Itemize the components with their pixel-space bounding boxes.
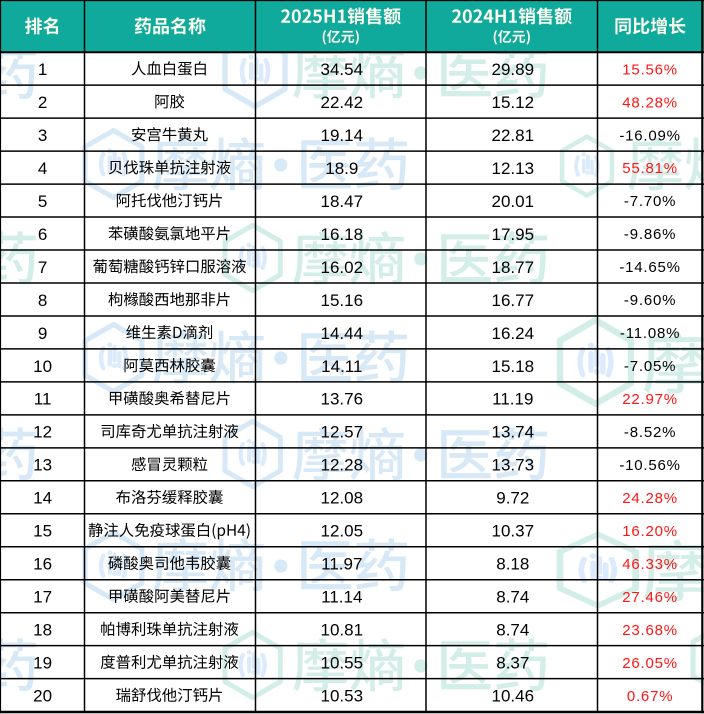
- svg-text:-9.86%: -9.86%: [624, 226, 676, 243]
- svg-text:55.81%: 55.81%: [622, 160, 678, 177]
- svg-text:11.97: 11.97: [321, 555, 362, 574]
- svg-text:12.08: 12.08: [321, 489, 364, 508]
- svg-text:8.74: 8.74: [496, 588, 529, 607]
- svg-text:12.13: 12.13: [492, 159, 535, 178]
- svg-text:18: 18: [33, 621, 52, 640]
- svg-text:4: 4: [38, 159, 47, 178]
- svg-text:48.28%: 48.28%: [622, 94, 678, 111]
- svg-text:22.42: 22.42: [321, 93, 364, 112]
- svg-text:-7.05%: -7.05%: [624, 358, 676, 375]
- svg-text:16.20%: 16.20%: [622, 523, 678, 540]
- svg-text:27.46%: 27.46%: [622, 589, 678, 606]
- svg-text:2: 2: [38, 93, 47, 112]
- svg-text:9.72: 9.72: [496, 489, 529, 508]
- svg-text:22.81: 22.81: [492, 126, 535, 145]
- svg-text:14.44: 14.44: [321, 324, 364, 343]
- svg-text:1: 1: [38, 60, 47, 79]
- svg-text:10.55: 10.55: [321, 654, 364, 673]
- svg-text:16.18: 16.18: [321, 225, 364, 244]
- svg-text:15.12: 15.12: [492, 93, 535, 112]
- svg-text:-14.65%: -14.65%: [619, 259, 680, 276]
- svg-text:8.37: 8.37: [496, 654, 529, 673]
- svg-text:-16.09%: -16.09%: [619, 127, 680, 144]
- svg-text:15.56%: 15.56%: [622, 61, 678, 78]
- svg-text:12.05: 12.05: [321, 522, 364, 541]
- svg-text:23.68%: 23.68%: [622, 622, 678, 639]
- svg-text:20.01: 20.01: [492, 192, 535, 211]
- svg-text:13.76: 13.76: [321, 390, 364, 409]
- svg-text:8.74: 8.74: [496, 621, 529, 640]
- svg-text:16.24: 16.24: [492, 324, 535, 343]
- svg-text:16.77: 16.77: [492, 291, 535, 310]
- svg-text:29.89: 29.89: [492, 60, 535, 79]
- svg-text:6: 6: [38, 225, 47, 244]
- svg-text:11.14: 11.14: [321, 588, 362, 607]
- svg-text:11: 11: [34, 390, 52, 409]
- svg-text:12.57: 12.57: [321, 423, 364, 442]
- svg-text:10.53: 10.53: [321, 687, 364, 706]
- svg-text:10.46: 10.46: [492, 687, 535, 706]
- svg-text:5: 5: [38, 192, 47, 211]
- svg-text:12.28: 12.28: [321, 456, 364, 475]
- svg-text:24.28%: 24.28%: [622, 490, 678, 507]
- svg-text:16.02: 16.02: [321, 258, 364, 277]
- svg-text:10.81: 10.81: [321, 621, 364, 640]
- svg-text:12: 12: [33, 423, 52, 442]
- svg-text:13.73: 13.73: [492, 456, 535, 475]
- svg-text:22.97%: 22.97%: [622, 391, 678, 408]
- svg-text:8.18: 8.18: [496, 555, 529, 574]
- svg-text:20: 20: [33, 687, 52, 706]
- svg-text:17: 17: [33, 588, 52, 607]
- svg-text:7: 7: [38, 258, 47, 277]
- svg-text:19.14: 19.14: [321, 126, 364, 145]
- svg-text:0.67%: 0.67%: [627, 688, 674, 705]
- svg-text:10.37: 10.37: [492, 522, 535, 541]
- svg-text:19: 19: [33, 654, 52, 673]
- svg-text:46.33%: 46.33%: [622, 556, 678, 573]
- svg-text:14.11: 14.11: [321, 357, 362, 376]
- svg-text:-7.70%: -7.70%: [624, 193, 676, 210]
- svg-text:-8.52%: -8.52%: [624, 424, 676, 441]
- svg-text:18.47: 18.47: [321, 192, 364, 211]
- svg-text:-10.56%: -10.56%: [619, 457, 680, 474]
- svg-text:13: 13: [33, 456, 52, 475]
- svg-text:-11.08%: -11.08%: [620, 325, 680, 342]
- svg-text:11.19: 11.19: [492, 390, 533, 409]
- svg-text:3: 3: [38, 126, 47, 145]
- svg-text:9: 9: [38, 324, 47, 343]
- svg-text:13.74: 13.74: [492, 423, 535, 442]
- svg-text:15.18: 15.18: [492, 357, 535, 376]
- svg-text:17.95: 17.95: [492, 225, 535, 244]
- svg-text:-9.60%: -9.60%: [624, 292, 676, 309]
- svg-text:10: 10: [33, 357, 52, 376]
- svg-text:15: 15: [33, 522, 52, 541]
- svg-text:14: 14: [33, 489, 52, 508]
- svg-text:26.05%: 26.05%: [622, 655, 678, 672]
- svg-text:8: 8: [38, 291, 47, 310]
- svg-text:16: 16: [33, 555, 52, 574]
- svg-text:15.16: 15.16: [321, 291, 364, 310]
- svg-text:18.9: 18.9: [325, 159, 358, 178]
- svg-text:34.54: 34.54: [321, 60, 364, 79]
- svg-text:18.77: 18.77: [492, 258, 535, 277]
